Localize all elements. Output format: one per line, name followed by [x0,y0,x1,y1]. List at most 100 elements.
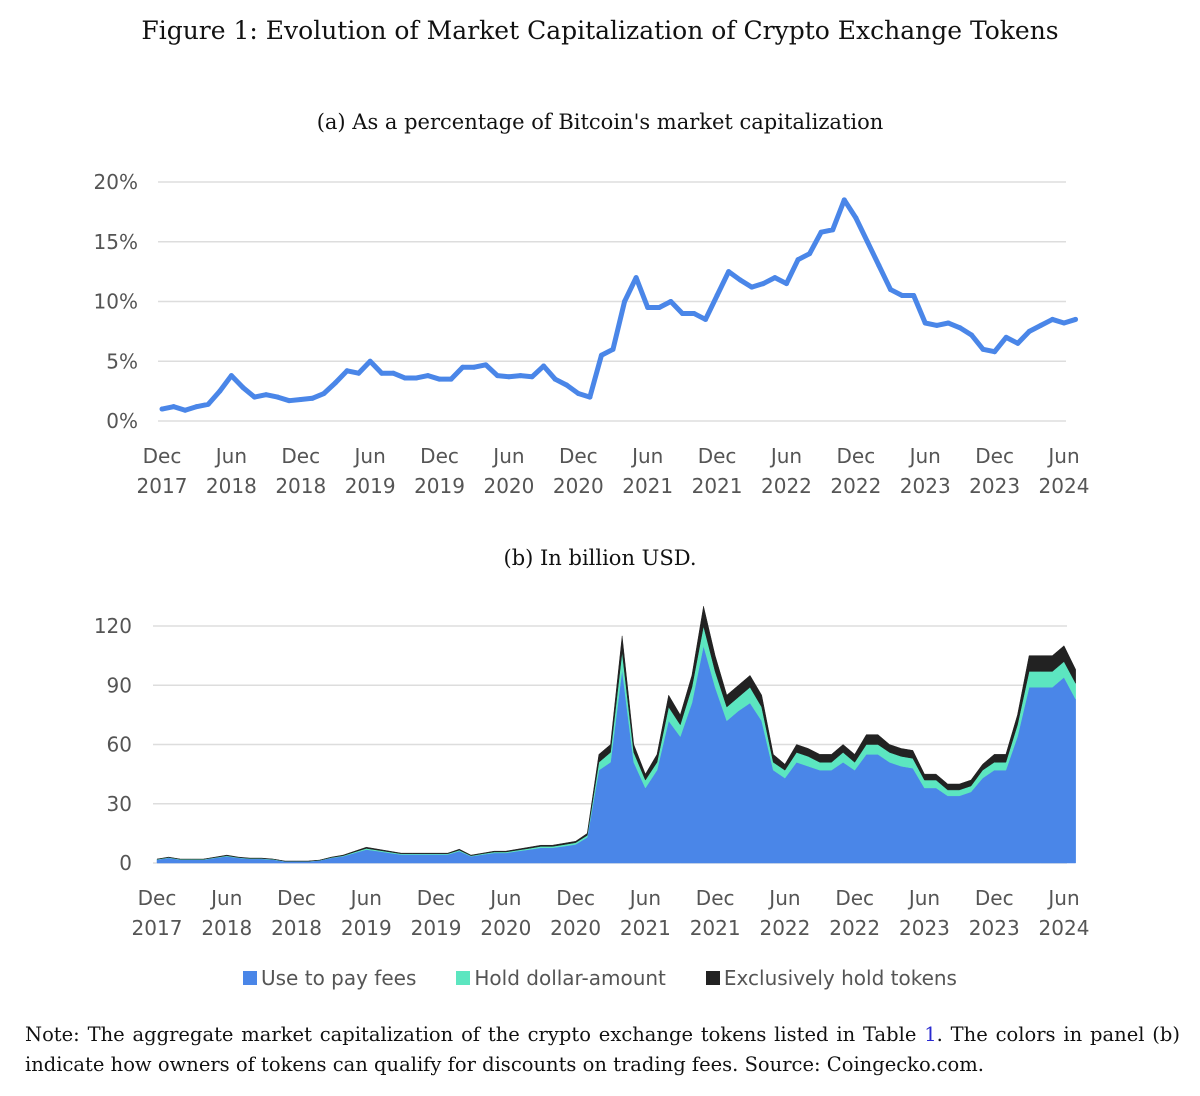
x-tick-label-year: 2023 [969,474,1020,498]
x-tick-label-month: Dec [277,886,316,910]
x-tick-label-month: Jun [630,444,663,468]
data-point [957,325,963,331]
x-tick-label-year: 2021 [622,474,673,498]
data-point [934,322,940,328]
data-point [633,275,639,281]
data-point [390,370,396,376]
data-point [760,281,766,287]
x-tick-label-month: Dec [835,886,874,910]
x-tick-label-year: 2019 [411,916,462,940]
data-point [691,310,697,316]
x-tick-label-year: 2020 [480,916,531,940]
legend-item-exclusive: Exclusively hold tokens [705,966,957,990]
note-text-2: . The colors in panel (b) indicate how o… [25,1023,1181,1076]
data-point [795,257,801,263]
data-point [737,277,743,283]
y-tick-label: 20% [94,170,138,194]
data-point [460,364,466,370]
legend-swatch-exclusive [705,971,720,985]
data-point [598,352,604,358]
x-tick-label-month: Jun [908,444,941,468]
legend-item-dollar: Hold dollar-amount [456,966,666,990]
y-tick-label: 90 [107,673,132,697]
data-point [1003,334,1009,340]
x-tick-label-year: 2020 [483,474,534,498]
x-tick-label-month: Jun [349,886,382,910]
panel-a-title: (a) As a percentage of Bitcoin's market … [316,110,884,134]
data-point [228,373,234,379]
x-tick-label-month: Dec [559,444,598,468]
data-point [275,394,281,400]
data-point [448,376,454,382]
series-line [161,197,1077,413]
y-tick-label: 15% [94,230,138,254]
x-tick-label-year: 2021 [620,916,671,940]
data-point [194,404,200,410]
x-tick-label-month: Dec [143,444,182,468]
x-tick-label-month: Jun [491,444,524,468]
data-point [818,229,824,235]
x-tick-label-year: 2022 [830,474,881,498]
legend-item-fees: Use to pay fees [243,966,416,990]
x-tick-label-month: Jun [1046,886,1079,910]
x-tick-label-year: 2017 [137,474,188,498]
x-tick-label-year: 2017 [132,916,183,940]
x-tick-label-year: 2020 [550,916,601,940]
data-point [888,287,894,293]
x-tick-label-year: 2020 [553,474,604,498]
x-tick-label-month: Jun [769,444,802,468]
data-point [494,373,500,379]
table-reference-link[interactable]: 1 [924,1023,937,1046]
data-point [1073,316,1079,322]
x-tick-label-month: Dec [698,444,737,468]
legend-label-dollar: Hold dollar-amount [474,966,666,990]
x-tick-label-year: 2019 [341,916,392,940]
y-tick-label: 30 [107,792,132,816]
data-point [1049,316,1055,322]
data-point [853,215,859,221]
panel-b-title: (b) In billion USD. [503,546,697,570]
data-point [517,373,523,379]
x-tick-label-year: 2018 [201,916,252,940]
data-point [263,392,269,398]
x-tick-label-year: 2023 [900,474,951,498]
data-point [437,376,443,382]
x-tick-label-year: 2018 [206,474,257,498]
x-tick-label-month: Dec [138,886,177,910]
data-point [182,407,188,413]
data-point [483,362,489,368]
x-tick-label-year: 2022 [761,474,812,498]
figure-title: Figure 1: Evolution of Market Capitaliza… [141,16,1059,45]
legend-label-fees: Use to pay fees [261,966,417,990]
data-point [980,346,986,352]
x-tick-label-month: Jun [628,886,661,910]
data-point [252,394,258,400]
x-tick-label-year: 2018 [271,916,322,940]
data-point [645,304,651,310]
data-point [506,374,512,380]
area-exclusively-hold-tokens [156,606,1076,862]
data-point [471,364,477,370]
note-text-1: Note: The aggregate market capitalizatio… [25,1023,925,1046]
x-tick-label-month: Jun [353,444,386,468]
x-tick-label-year: 2023 [969,916,1020,940]
x-tick-label-year: 2019 [345,474,396,498]
data-point [922,320,928,326]
data-point [321,391,327,397]
data-point [402,375,408,381]
data-point [1015,340,1021,346]
x-tick-label-month: Jun [767,886,800,910]
data-point [541,363,547,369]
legend-swatch-fees [243,971,257,985]
x-tick-label-month: Dec [836,444,875,468]
data-point [703,316,709,322]
area-use-to-pay-fees [156,645,1076,864]
y-tick-label: 60 [107,733,132,757]
data-point [726,269,732,275]
data-point [899,293,905,299]
data-point [749,284,755,290]
x-tick-label-month: Jun [907,886,940,910]
y-tick-label: 0 [119,851,132,875]
data-point [367,358,373,364]
